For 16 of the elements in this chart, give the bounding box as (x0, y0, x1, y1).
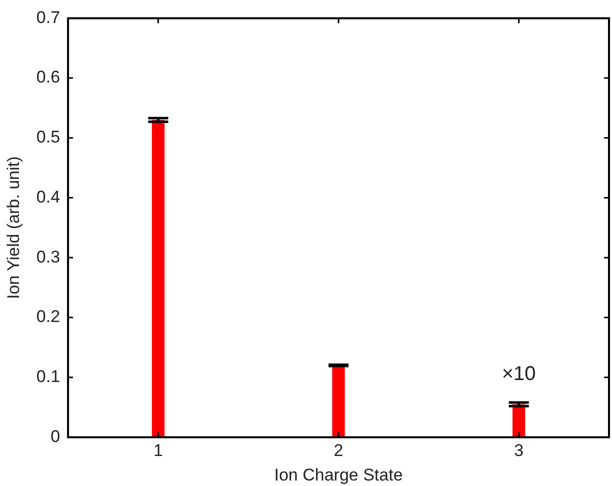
bar (152, 120, 165, 438)
y-tick-label: 0.3 (36, 247, 60, 266)
y-tick-label: 0.6 (36, 68, 60, 87)
x-tick-label: 1 (153, 441, 163, 460)
y-tick-label: 0 (50, 426, 60, 446)
y-tick-label: 0.7 (36, 8, 60, 27)
y-tick-label: 0.1 (36, 367, 60, 386)
annotation: ×10 (502, 362, 536, 385)
bar (332, 365, 345, 438)
y-tick-label: 0.4 (36, 187, 60, 206)
x-axis-title: Ion Charge State (274, 465, 403, 484)
y-tick-label: 0.5 (36, 128, 60, 147)
y-tick-label: 0.2 (36, 307, 60, 326)
y-axis-title: Ion Yield (arb. unit) (4, 156, 23, 300)
x-tick-label: 3 (514, 441, 524, 460)
x-tick-label: 2 (334, 441, 344, 460)
